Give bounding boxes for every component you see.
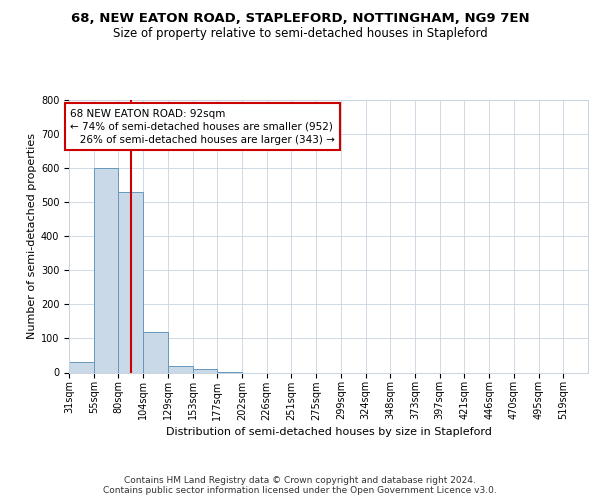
Text: Size of property relative to semi-detached houses in Stapleford: Size of property relative to semi-detach…: [113, 28, 487, 40]
Text: 68, NEW EATON ROAD, STAPLEFORD, NOTTINGHAM, NG9 7EN: 68, NEW EATON ROAD, STAPLEFORD, NOTTINGH…: [71, 12, 529, 26]
Bar: [168, 366, 193, 372]
Text: Contains HM Land Registry data © Crown copyright and database right 2024.
Contai: Contains HM Land Registry data © Crown c…: [103, 476, 497, 495]
Bar: [118, 192, 143, 372]
Bar: [193, 369, 217, 372]
Bar: [143, 332, 168, 372]
Bar: [69, 362, 94, 372]
Bar: [94, 168, 118, 372]
Y-axis label: Number of semi-detached properties: Number of semi-detached properties: [26, 133, 37, 339]
Text: 68 NEW EATON ROAD: 92sqm
← 74% of semi-detached houses are smaller (952)
   26% : 68 NEW EATON ROAD: 92sqm ← 74% of semi-d…: [70, 108, 335, 145]
X-axis label: Distribution of semi-detached houses by size in Stapleford: Distribution of semi-detached houses by …: [166, 426, 491, 436]
